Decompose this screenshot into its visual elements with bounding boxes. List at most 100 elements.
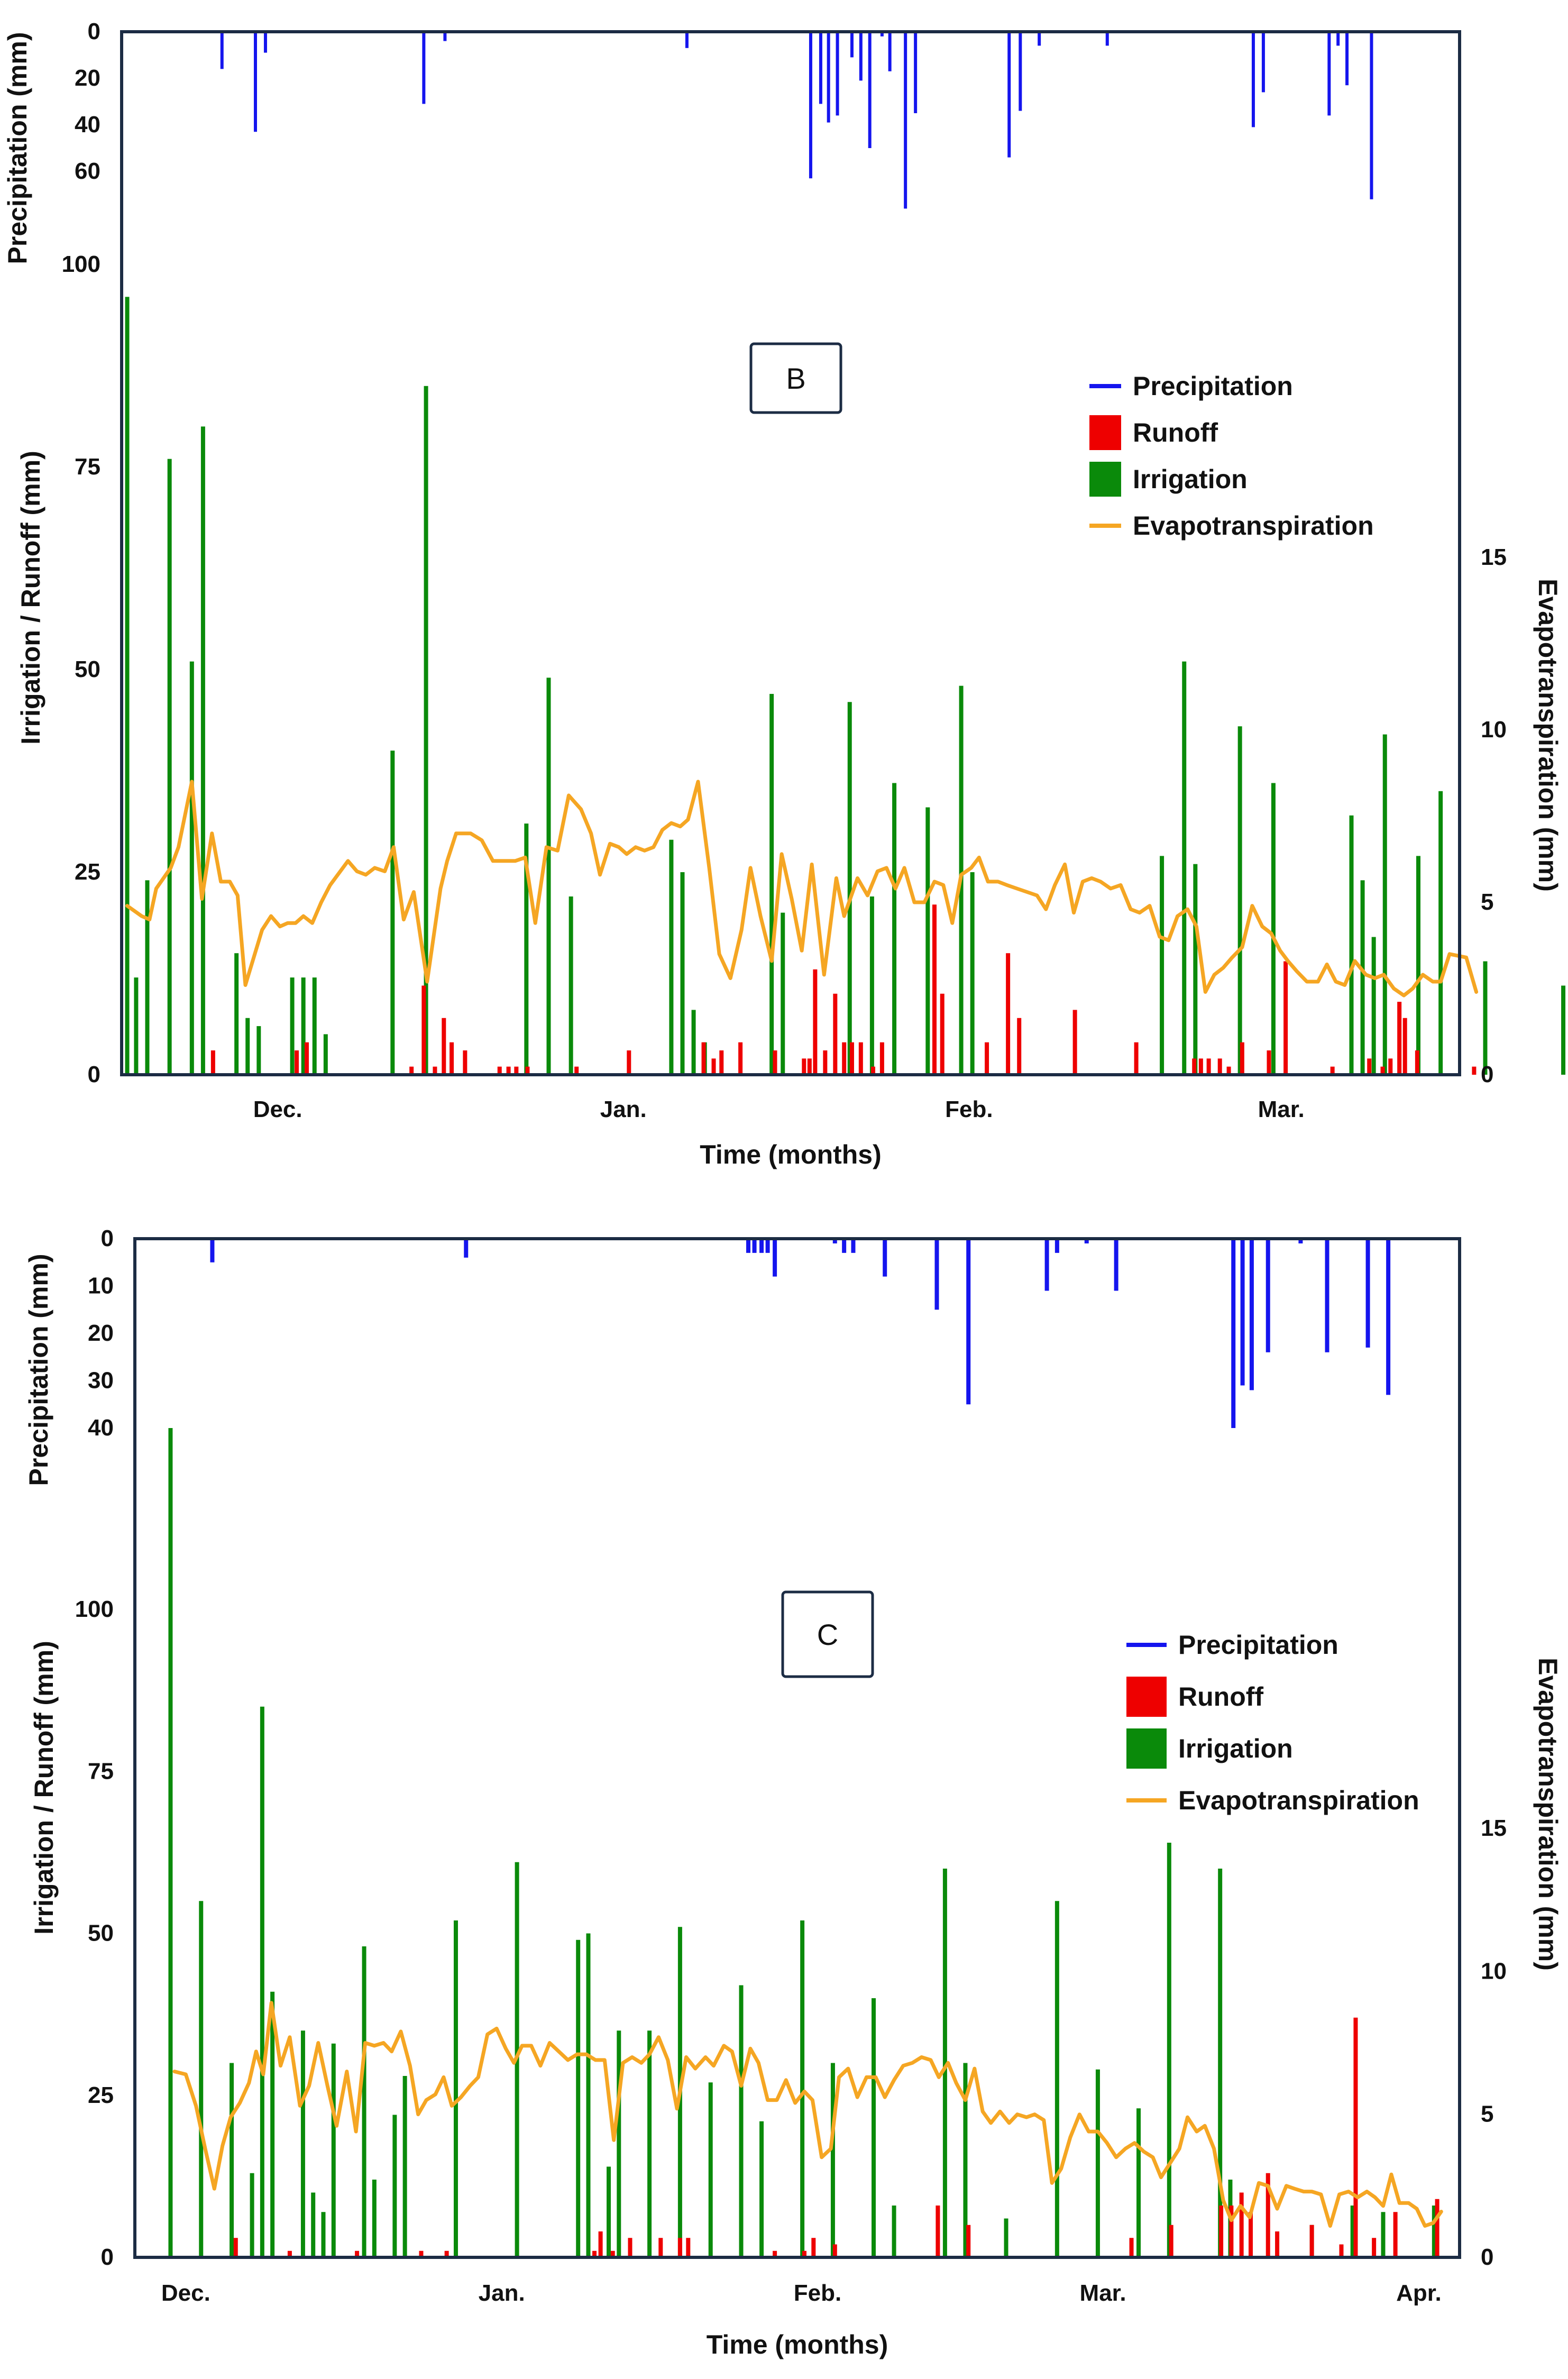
x-tick-label: Apr. (1396, 2280, 1442, 2306)
precipitation-bar (827, 32, 830, 123)
runoff-bar (832, 2244, 837, 2257)
precipitation-tick-label: 40 (75, 112, 100, 138)
irrigation-bar (586, 1933, 591, 2257)
runoff-bar (1402, 1018, 1407, 1075)
panel-label: B (786, 362, 805, 395)
irrigation-bar (1432, 2206, 1436, 2257)
irrigation-bar (925, 807, 930, 1075)
irrigation-bar (256, 1026, 261, 1075)
precipitation-bar (1249, 1239, 1254, 1390)
precipitation-axis-title: Precipitation (mm) (24, 1254, 53, 1486)
precipitation-bar (819, 32, 822, 104)
irrigation-bar (800, 1920, 805, 2257)
precipitation-bar (1105, 32, 1109, 46)
irrigation-bar (301, 977, 306, 1075)
evapotranspiration-line (172, 2001, 1443, 2228)
runoff-bar (802, 1058, 806, 1075)
legend-label-precipitation: Precipitation (1178, 1630, 1338, 1660)
irrigation-bar (199, 1901, 204, 2257)
runoff-bar (677, 2238, 682, 2257)
precipitation-bar (759, 1239, 764, 1253)
irrigation-bar (617, 2030, 621, 2257)
precipitation-bar (880, 32, 884, 36)
precipitation-bar (1298, 1239, 1303, 1243)
runoff-bar (1248, 2212, 1253, 2257)
legend-label-runoff: Runoff (1178, 1682, 1263, 1712)
precipitation-axis-title: Precipitation (mm) (3, 32, 32, 264)
irrigation-bar (230, 2063, 234, 2257)
precipitation-bar (685, 32, 689, 48)
precipitation-bar (859, 32, 863, 81)
legend-key-runoff (1089, 415, 1121, 450)
precipitation-bar (1240, 1239, 1245, 1386)
runoff-bar (1309, 2225, 1314, 2257)
precipitation-bar (1038, 32, 1041, 46)
precipitation-bar (263, 32, 267, 53)
runoff-bar (628, 2238, 632, 2257)
irrigation-bar (781, 912, 785, 1075)
irrigation-bar (270, 1991, 275, 2257)
runoff-bar (1283, 961, 1288, 1075)
irrigation-bar (260, 1706, 264, 2257)
irrigation-bar (872, 1998, 876, 2257)
irrigation-bar (145, 880, 150, 1075)
irrigation-bar (134, 977, 139, 1075)
irrigation-tick-label: 50 (88, 1920, 114, 1946)
irrigation-tick-label: 50 (75, 656, 100, 682)
irrigation-bar (1095, 2069, 1100, 2257)
irrigation-bar (1416, 856, 1420, 1075)
irrigation-bar (200, 426, 205, 1075)
runoff-bar (773, 1050, 777, 1075)
precipitation-tick-label: 0 (88, 19, 100, 44)
irrigation-tick-label: 75 (75, 454, 100, 480)
x-tick-label: Dec. (253, 1096, 302, 1122)
runoff-bar (1169, 2225, 1173, 2257)
x-axis-title: Time (months) (707, 2330, 888, 2359)
precipitation-bar (836, 32, 839, 116)
irrigation-bar (769, 693, 774, 1075)
runoff-bar (442, 1018, 446, 1075)
irrigation-tick-label: 25 (88, 2082, 114, 2108)
legend-label-evapotranspiration: Evapotranspiration (1133, 511, 1374, 541)
runoff-bar (598, 2231, 603, 2257)
runoff-bar (858, 1042, 863, 1075)
irrigation-bar (847, 702, 852, 1075)
irrigation-runoff-axis-title: Irrigation / Runoff (mm) (29, 1641, 59, 1935)
runoff-bar (419, 2250, 424, 2257)
irrigation-bar (1004, 2218, 1008, 2257)
irrigation-bar (1193, 864, 1198, 1075)
irrigation-bar (830, 2063, 835, 2257)
runoff-bar (1415, 1050, 1419, 1075)
runoff-bar (1072, 1010, 1077, 1075)
precipitation-bar (210, 1239, 215, 1262)
panel-label-box (781, 1590, 874, 1678)
runoff-bar (932, 904, 937, 1075)
runoff-bar (287, 2250, 292, 2257)
runoff-bar (1380, 1066, 1385, 1075)
runoff-bar (1275, 2231, 1280, 2257)
precipitation-bar (220, 32, 224, 69)
runoff-bar (940, 993, 945, 1075)
runoff-bar (1192, 1058, 1197, 1075)
precipitation-bar (464, 1239, 469, 1258)
et-tick-label: 15 (1481, 544, 1507, 570)
precipitation-tick-label: 40 (88, 1415, 114, 1441)
irrigation-bar (1561, 985, 1566, 1075)
runoff-bar (1134, 1042, 1139, 1075)
runoff-bar (773, 2250, 777, 2257)
irrigation-tick-label: 0 (101, 2244, 114, 2270)
runoff-bar (1353, 2017, 1358, 2257)
precipitation-bar (1266, 1239, 1270, 1352)
runoff-bar (813, 969, 818, 1075)
legend-label-precipitation: Precipitation (1133, 371, 1293, 401)
irrigation-bar (250, 2173, 254, 2257)
runoff-bar (295, 1050, 299, 1075)
x-tick-label: Feb. (794, 2280, 841, 2306)
precipitation-tick-label: 30 (88, 1368, 114, 1394)
runoff-bar (823, 1050, 828, 1075)
runoff-bar (514, 1066, 519, 1075)
runoff-bar (802, 2250, 806, 2257)
irrigation-bar (1218, 1869, 1223, 2257)
